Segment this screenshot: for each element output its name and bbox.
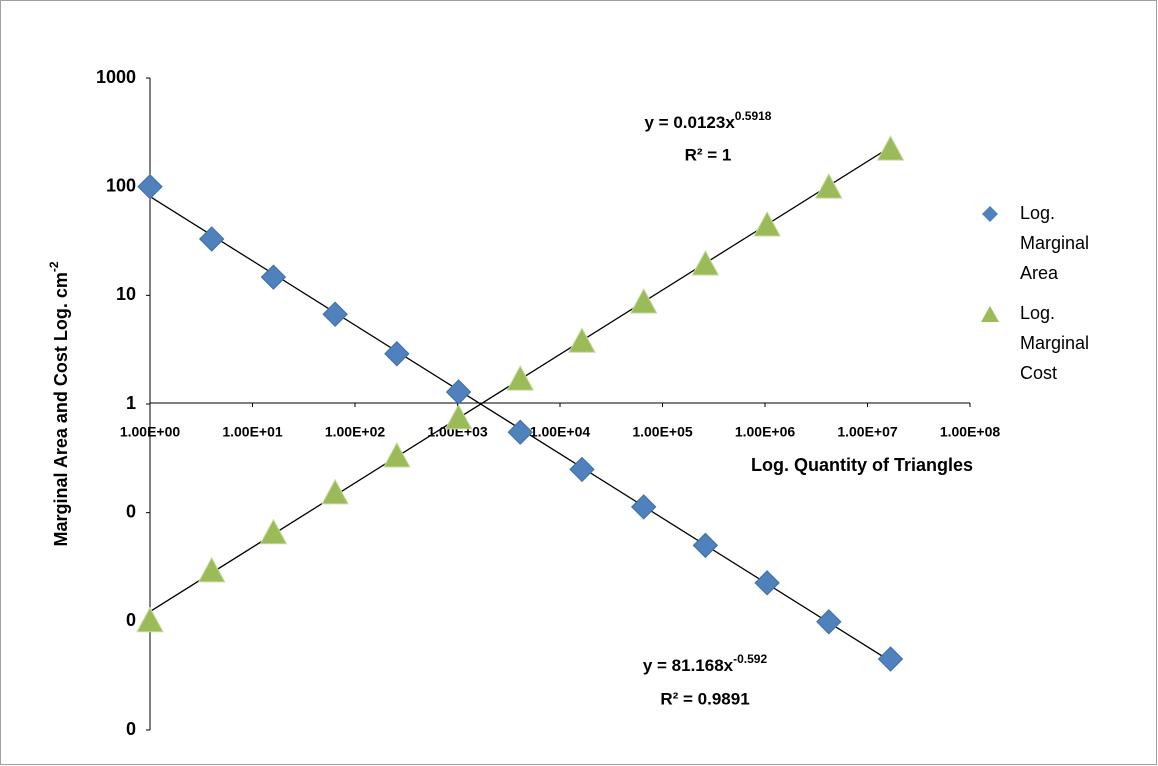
point [321,478,349,505]
point [199,226,225,252]
point [136,606,164,633]
x-axis-title: Log. Quantity of Triangles [751,455,973,475]
y-tick-label: 0 [126,610,136,630]
legend: Log. Marginal Area Log. Marginal Cost [980,198,1110,398]
point [445,379,472,405]
point [816,609,842,635]
x-tick-label: 1.00E+01 [222,424,283,440]
point [692,532,719,559]
y-tick-label: 0 [126,501,136,521]
y-tick-label: 1 [126,393,136,413]
y-axis-title-sup: -2 [47,261,61,272]
legend-item: Log. Marginal Cost [980,298,1110,388]
trend-r2: R² = 0.9891 [660,689,749,708]
legend-swatch [982,206,998,222]
x-tick-label: 1.00E+06 [735,424,796,440]
point [322,301,348,327]
point [507,419,533,445]
exponent: 0.5918 [735,109,772,123]
trend-equation: y = 81.168x-0.592 [643,652,768,675]
point [569,456,595,483]
x-tick-label: 1.00E+02 [325,424,386,440]
point [876,135,905,161]
y-axis-title: Marginal Area and Cost Log. cm-2 [47,261,71,546]
point [629,287,658,314]
point [814,173,843,199]
point [137,173,163,200]
trend-equation: y = 0.0123x0.5918 [645,109,772,132]
point [260,264,287,290]
y-tick-label: 0 [126,719,136,739]
point [259,518,288,545]
point [630,494,657,520]
legend-label: Log. Marginal Cost [1020,303,1090,383]
point [877,646,904,672]
point [383,441,411,468]
y-axis-title-text: Marginal Area and Cost Log. cm [51,272,71,546]
legend-swatch [981,306,999,322]
point [444,403,473,430]
x-tick-label: 1.00E+00 [120,424,181,440]
x-tick-label: 1.00E+05 [632,424,693,440]
point [197,556,226,583]
point [754,570,780,596]
legend-marker [981,306,999,322]
legend-marker [982,206,998,222]
point [506,365,535,391]
y-tick-label: 1000 [96,67,136,87]
legend-label: Log. Marginal Area [1020,203,1090,283]
point [753,211,781,237]
trend-r2: R² = 1 [685,145,732,164]
point [384,341,410,367]
exponent: -0.592 [733,652,767,666]
legend-item: Log. Marginal Area [980,198,1110,288]
y-tick-label: 10 [116,284,136,304]
x-tick-label: 1.00E+08 [940,424,1001,440]
point [691,249,720,276]
y-tick-label: 100 [106,175,136,195]
equation: y = 0.0123x [645,113,736,132]
x-tick-label: 1.00E+07 [837,424,898,440]
equation: y = 81.168x [643,656,734,675]
point [568,327,596,353]
x-tick-label: 1.00E+04 [530,424,591,440]
